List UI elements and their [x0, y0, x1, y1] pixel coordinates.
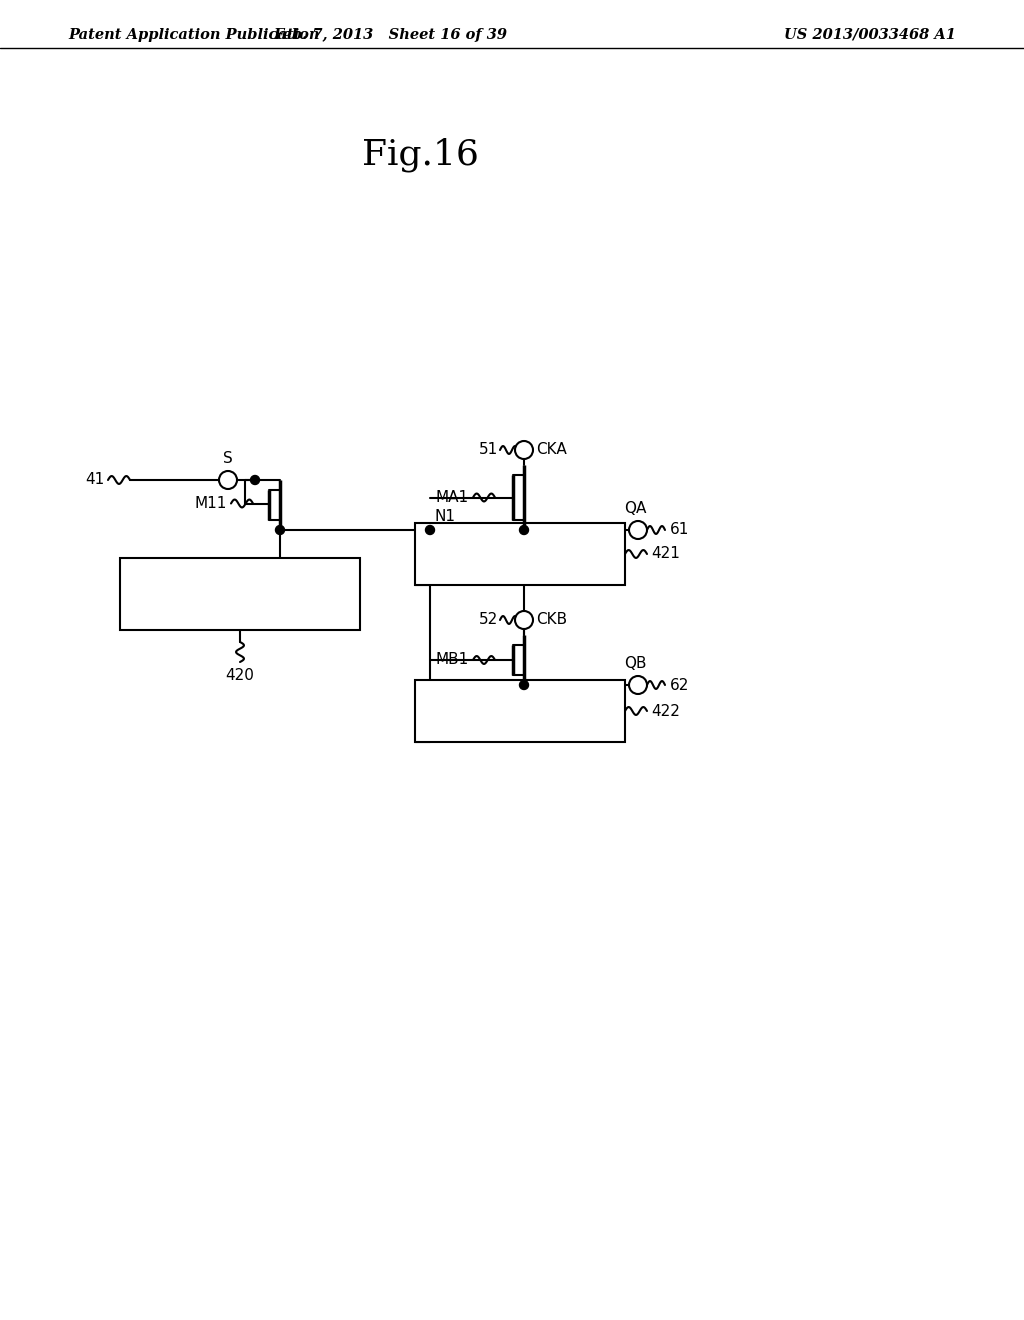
Text: CONTROL CIRCUIT: CONTROL CIRCUIT — [467, 558, 573, 572]
Bar — [415, 680, 625, 742]
Circle shape — [275, 525, 285, 535]
Circle shape — [515, 611, 534, 630]
Text: CONTROL CIRCUIT: CONTROL CIRCUIT — [467, 715, 573, 729]
Circle shape — [515, 441, 534, 459]
Text: 421: 421 — [651, 546, 680, 561]
Text: 41: 41 — [86, 473, 105, 487]
Bar — [120, 558, 360, 630]
Circle shape — [519, 525, 528, 535]
Text: CKA: CKA — [536, 442, 566, 458]
Text: 52: 52 — [479, 612, 498, 627]
Text: PRECEDING OUTPUT-NODE: PRECEDING OUTPUT-NODE — [445, 536, 595, 549]
Circle shape — [519, 681, 528, 689]
Circle shape — [251, 475, 259, 484]
Text: S: S — [223, 451, 232, 466]
Circle shape — [426, 525, 434, 535]
Text: N1: N1 — [435, 510, 456, 524]
Text: 422: 422 — [651, 704, 680, 718]
Text: CKB: CKB — [536, 612, 567, 627]
Text: 62: 62 — [670, 677, 689, 693]
Circle shape — [219, 471, 237, 488]
Text: 51: 51 — [479, 442, 498, 458]
Text: US 2013/0033468 A1: US 2013/0033468 A1 — [784, 28, 956, 42]
Text: FIRST-NODE: FIRST-NODE — [200, 577, 280, 590]
Circle shape — [629, 521, 647, 539]
Bar — [415, 523, 625, 585]
Text: MB1: MB1 — [436, 652, 469, 668]
Text: QB: QB — [624, 656, 646, 671]
Circle shape — [629, 676, 647, 694]
Text: Patent Application Publication: Patent Application Publication — [68, 28, 319, 42]
Text: Fig.16: Fig.16 — [361, 137, 478, 172]
Text: CONTROL CIRCUIT: CONTROL CIRCUIT — [180, 598, 300, 611]
Text: SUCCEEDING OUTPUT-NODE: SUCCEEDING OUTPUT-NODE — [441, 693, 598, 706]
Text: 420: 420 — [225, 668, 254, 682]
Text: MA1: MA1 — [436, 490, 469, 506]
Text: QA: QA — [624, 502, 646, 516]
Text: Feb. 7, 2013   Sheet 16 of 39: Feb. 7, 2013 Sheet 16 of 39 — [273, 28, 507, 42]
Text: M11: M11 — [195, 496, 227, 511]
Text: 61: 61 — [670, 523, 689, 537]
